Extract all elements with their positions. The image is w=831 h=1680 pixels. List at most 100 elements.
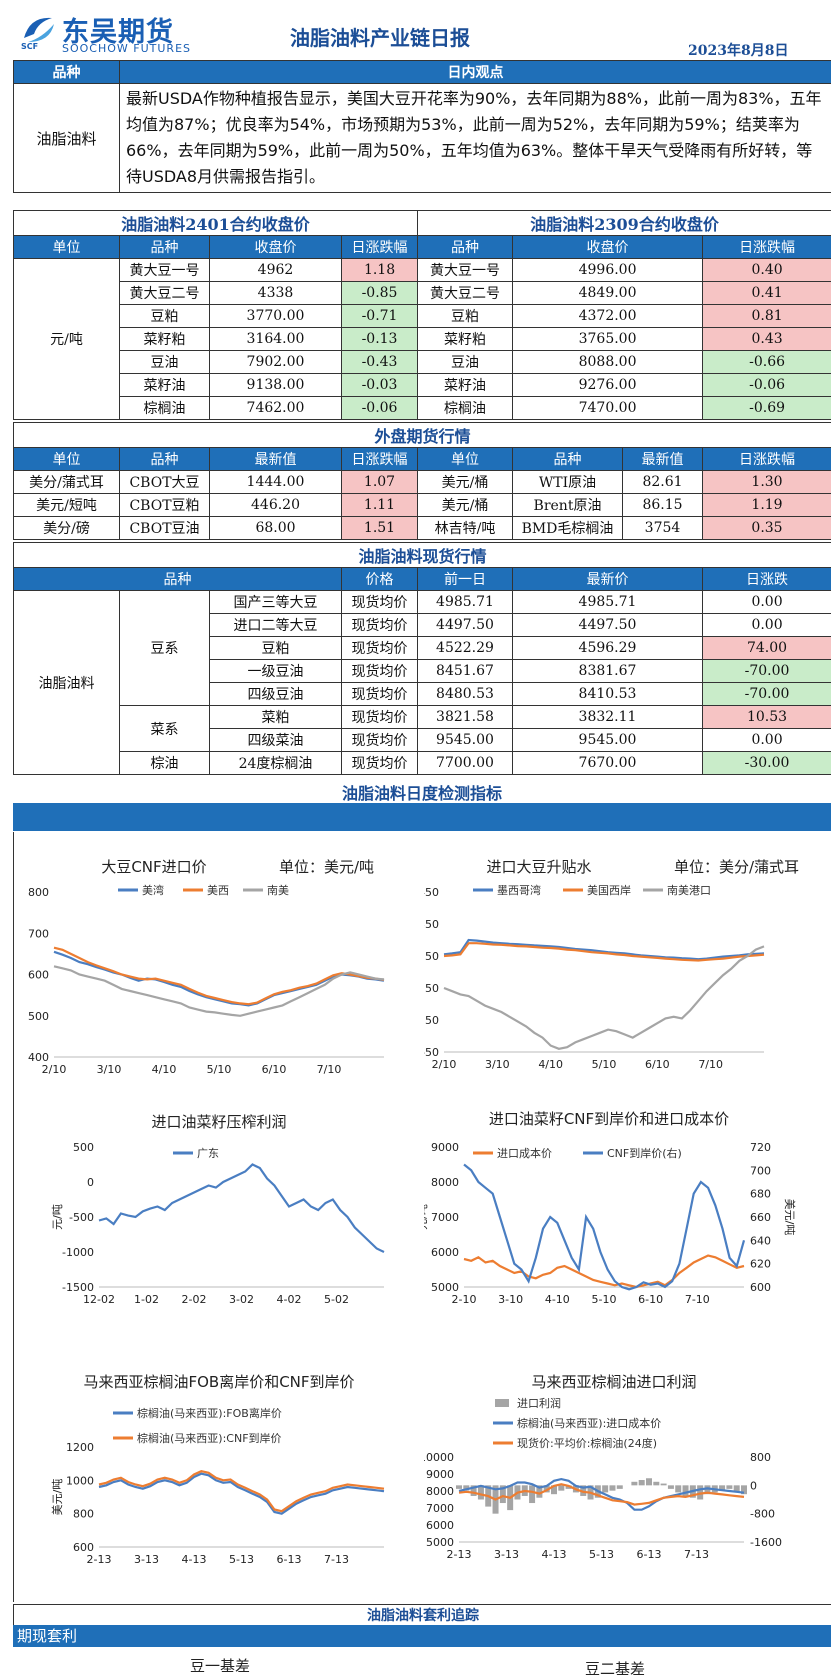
- logo-chinese: 东吴期货: [62, 17, 174, 48]
- x-tick-label: 3-13: [494, 1548, 519, 1561]
- spot-row: 棕油 24度棕榈油 现货均价 7700.00 7670.00 -30.00: [14, 751, 831, 775]
- contract-2309-name: 菜籽粕: [417, 327, 514, 351]
- y2-tick-label: 720: [750, 1141, 771, 1154]
- profit-bar: [602, 1485, 609, 1493]
- foreign-name: WTI原油: [512, 470, 623, 494]
- foreign-change: 1.30: [701, 470, 831, 494]
- spot-change: 10.53: [701, 705, 831, 729]
- series-line: [463, 1163, 746, 1291]
- spot-last: 4596.29: [512, 636, 703, 660]
- foreign-name: CBOT豆油: [119, 516, 210, 540]
- profit-bar: [638, 1480, 645, 1486]
- spot-item: 24度棕榈油: [209, 751, 342, 775]
- contract-unit: 元/吨: [13, 258, 120, 420]
- y-tick-label: 500: [73, 1141, 94, 1154]
- foreign-value: 3754: [622, 516, 703, 540]
- contract-2401-name: 黄大豆一号: [119, 258, 210, 282]
- contract-header-4: 品种: [417, 235, 514, 259]
- y2-tick-label: -800: [750, 1508, 775, 1521]
- contract-2401-name: 豆油: [119, 350, 210, 374]
- logo-english: SOOCHOW FUTURES: [62, 42, 192, 55]
- spot-change: 0.00: [701, 590, 831, 614]
- spot-item: 进口二等大豆: [209, 613, 342, 637]
- y-tick-label: 6000: [426, 1519, 454, 1532]
- legend-label: 现货价:平均价:棕榈油(24度): [517, 1436, 657, 1450]
- spot-change: -70.00: [701, 659, 831, 683]
- y-tick-label: -1000: [62, 1246, 94, 1259]
- logo-mark-icon: SCF: [21, 17, 54, 50]
- contract-row: 元/吨 黄大豆一号 4962 1.18 黄大豆一号 4996.00 0.40: [13, 258, 831, 420]
- contract-2309-close: 3765.00: [512, 327, 704, 351]
- spot-row: 豆粕 现货均价 4522.29 4596.29 74.00: [14, 636, 831, 660]
- series-line: [458, 1477, 745, 1511]
- spot-item: 豆粕: [209, 636, 342, 660]
- spot-change: -30.00: [701, 751, 831, 775]
- spot-change: 0.00: [701, 728, 831, 752]
- spot-header-change: 日涨跌: [701, 567, 831, 591]
- y-tick-label: 5000: [431, 1281, 459, 1294]
- contract-2401-close: 4338: [209, 281, 342, 305]
- y-tick-label: -500: [69, 1211, 94, 1224]
- contract-2401-close: 7902.00: [209, 350, 342, 374]
- x-tick-label: 4/10: [538, 1058, 563, 1071]
- x-tick-label: 3/10: [485, 1058, 510, 1071]
- chart-area: 大豆CNF进口价 单位：美元/吨 400 500 600 700 800 2/10 3/10 4/…: [13, 832, 831, 1602]
- series-line: [53, 946, 385, 1006]
- profit-bar: [704, 1485, 711, 1495]
- contract-2401-change: -0.03: [340, 373, 419, 397]
- foreign-name: CBOT豆粕: [119, 493, 210, 517]
- profit-bar: [733, 1485, 740, 1493]
- profit-bar: [536, 1485, 543, 1498]
- contract-2309-change: -0.66: [702, 350, 831, 374]
- contract-header-6: 日涨跌幅: [702, 235, 831, 259]
- series-line: [98, 1470, 385, 1513]
- foreign-unit: 美分/磅: [13, 516, 120, 540]
- y-tick-label: 50: [425, 1014, 439, 1027]
- x-tick-label: 2-10: [452, 1293, 477, 1306]
- x-tick-label: 7/10: [698, 1058, 723, 1071]
- legend-swatch: [495, 1399, 509, 1407]
- y-tick-label: 7000: [431, 1211, 459, 1224]
- y-tick-label: 800: [73, 1508, 94, 1521]
- foreign-header-4: 单位: [417, 447, 513, 471]
- legend-label: 南美: [267, 884, 289, 897]
- profit-bar: [616, 1485, 623, 1489]
- chart-soybean-basis: 进口大豆升贴水 单位：美分/蒲式耳 -50 50 150 250 350 450 2/10 3/1…: [424, 858, 799, 1071]
- chart-title: 马来西亚棕榈油FOB离岸价和CNF到岸价: [83, 1373, 354, 1391]
- legend-label: 广东: [197, 1147, 219, 1160]
- profit-bar: [646, 1478, 652, 1486]
- contract-row: 豆粕 3770.00 -0.71 豆粕 4372.00 0.81: [14, 304, 831, 328]
- x-tick-label: 7-10: [685, 1293, 710, 1306]
- y-tick-label: 7000: [426, 1502, 454, 1515]
- profit-bar: [477, 1485, 484, 1500]
- y2-tick-label: 700: [750, 1164, 771, 1177]
- spot-item: 四级菜油: [209, 728, 342, 752]
- foreign-change: 1.07: [341, 470, 418, 494]
- profit-bar: [470, 1485, 477, 1496]
- contract-2309-name: 豆粕: [417, 304, 514, 328]
- contract-2309-close: 4996.00: [512, 258, 704, 282]
- spot-prev: 7700.00: [417, 751, 513, 775]
- y2-tick-label: 640: [750, 1234, 771, 1247]
- foreign-name: BMD毛棕榈油: [512, 516, 623, 540]
- spot-price-type: 现货均价: [341, 636, 418, 660]
- profit-bar: [499, 1485, 506, 1504]
- x-tick-label: 6-13: [637, 1548, 662, 1561]
- spot-last: 7670.00: [512, 751, 703, 775]
- y-tick-label: -50: [424, 1046, 439, 1059]
- chart-title: 大豆CNF进口价: [101, 858, 206, 876]
- spot-price-type: 现货均价: [341, 751, 418, 775]
- x-tick-label: 3-13: [134, 1553, 159, 1566]
- arbitrage-bar: 期现套利: [13, 1625, 831, 1647]
- spot-last: 4985.71: [512, 590, 703, 614]
- foreign-change: 1.11: [341, 493, 418, 517]
- y-tick-label: 1000: [66, 1474, 94, 1487]
- spot-header-prev: 前一日: [417, 567, 513, 591]
- contract-header-1: 品种: [119, 235, 210, 259]
- contract-2401-change: -0.13: [340, 327, 419, 351]
- spot-change: 0.00: [701, 613, 831, 637]
- contract-2401-close: 9138.00: [209, 373, 342, 397]
- y-tick-label: 250: [424, 950, 439, 963]
- legend-label: 进口成本价: [497, 1146, 552, 1160]
- spot-family: 豆系: [119, 590, 210, 706]
